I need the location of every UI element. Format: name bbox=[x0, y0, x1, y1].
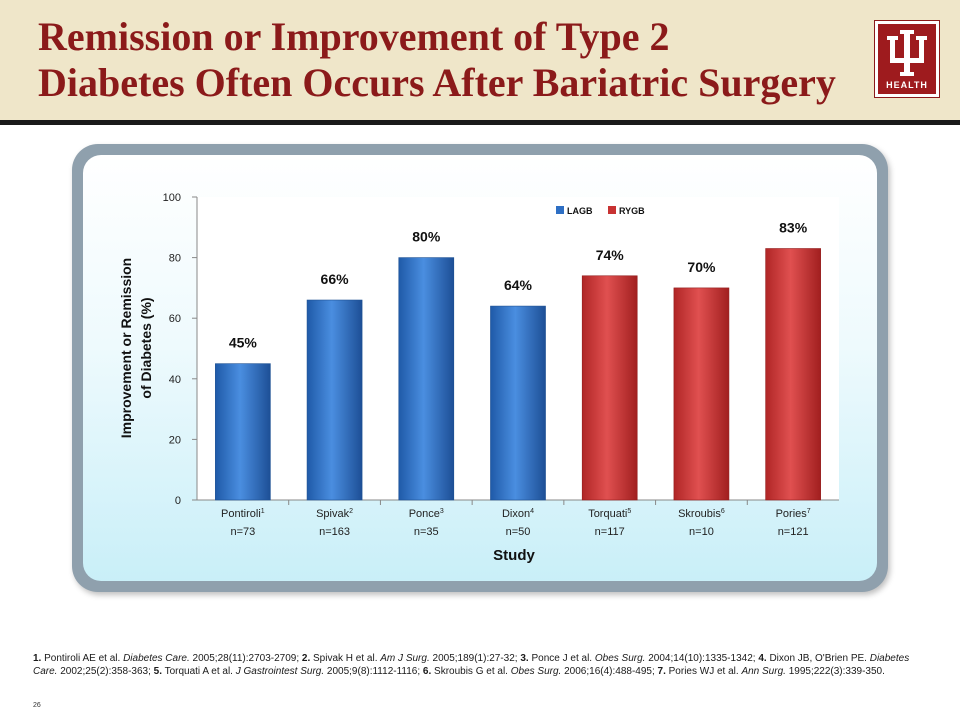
bar-skroubis bbox=[673, 287, 730, 501]
bar-spivak bbox=[306, 299, 363, 501]
reference-citation: 2006;16(4):488-495; bbox=[561, 666, 658, 677]
y-tick-label: 60 bbox=[169, 313, 181, 325]
x-tick-label-ponce: Ponce3 bbox=[409, 508, 444, 520]
reference-number: 5. bbox=[153, 666, 162, 677]
reference-journal: Obes Surg. bbox=[594, 653, 646, 664]
reference-authors: Pories WJ et al. bbox=[665, 666, 742, 677]
legend-label-rygb: RYGB bbox=[619, 206, 645, 216]
reference-number: 1. bbox=[33, 653, 42, 664]
x-tick-sample-size: n=10 bbox=[689, 526, 714, 538]
page-number: 26 bbox=[33, 702, 41, 709]
legend-label-lagb: LAGB bbox=[567, 206, 593, 216]
reference-journal: Diabetes Care. bbox=[123, 653, 190, 664]
bar-dixon bbox=[490, 305, 546, 501]
y-tick-label: 0 bbox=[175, 495, 181, 507]
bar-ponce bbox=[398, 257, 455, 501]
reference-number: 2. bbox=[301, 653, 311, 664]
reference-journal: J Gastrointest Surg. bbox=[235, 666, 325, 677]
reference-superscript: 5 bbox=[627, 508, 631, 515]
reference-superscript: 6 bbox=[721, 508, 725, 515]
x-tick-sample-size: n=73 bbox=[230, 526, 255, 538]
reference-authors: Pontiroli AE et al. bbox=[41, 653, 124, 664]
reference-citation: 2005;28(11):2703-2709; bbox=[189, 653, 302, 664]
slide-title-line-1: Remission or Improvement of Type 2 bbox=[38, 14, 670, 59]
reference-journal: Ann Surg. bbox=[741, 666, 786, 677]
reference-superscript: 3 bbox=[440, 508, 444, 515]
reference-citation: 2005;9(8):1112-1116; bbox=[324, 666, 423, 677]
reference-entry: 2. Spivak H et al. Am J Surg. 2005;189(1… bbox=[302, 653, 520, 664]
slide-title: Remission or Improvement of Type 2 Diabe… bbox=[38, 14, 858, 106]
reference-entry: 6. Skroubis G et al. Obes Surg. 2006;16(… bbox=[423, 666, 658, 677]
reference-citation: 2005;189(1):27-32; bbox=[429, 653, 521, 664]
x-tick-sample-size: n=117 bbox=[595, 526, 625, 538]
reference-citation: 2004;14(10):1335-1342; bbox=[645, 653, 759, 664]
data-label-dixon: 64% bbox=[504, 277, 533, 293]
legend-swatch-lagb bbox=[556, 206, 564, 214]
x-tick-label-pories: Pories7 bbox=[776, 508, 811, 520]
data-label-ponce: 80% bbox=[412, 229, 441, 245]
x-tick-label-torquati: Torquati5 bbox=[588, 508, 631, 520]
reference-entry: 4. Dixon JB, O'Brien PE. Diabetes Care. … bbox=[33, 653, 909, 677]
data-label-pories: 83% bbox=[779, 220, 808, 236]
reference-entry: 7. Pories WJ et al. Ann Surg. 1995;222(3… bbox=[658, 666, 885, 677]
y-tick-label: 40 bbox=[169, 374, 181, 386]
bar-pories bbox=[765, 248, 821, 501]
reference-superscript: 4 bbox=[530, 508, 534, 515]
trident-icon bbox=[887, 30, 927, 76]
y-tick-label: 20 bbox=[169, 434, 181, 446]
reference-authors: Dixon JB, O'Brien PE. bbox=[766, 653, 870, 664]
y-tick-label: 80 bbox=[169, 253, 181, 265]
reference-number: 4. bbox=[758, 653, 767, 664]
reference-authors: Ponce J et al. bbox=[528, 653, 595, 664]
x-tick-sample-size: n=163 bbox=[319, 526, 350, 538]
x-tick-sample-size: n=50 bbox=[506, 526, 531, 538]
bar-torquati bbox=[581, 275, 638, 501]
y-tick-label: 100 bbox=[163, 192, 181, 204]
x-tick-label-pontiroli: Pontiroli1 bbox=[221, 508, 265, 520]
references-footnote: 1. Pontiroli AE et al. Diabetes Care. 20… bbox=[33, 652, 913, 678]
data-label-torquati: 74% bbox=[596, 247, 625, 263]
x-tick-sample-size: n=121 bbox=[778, 526, 809, 538]
y-axis-label-line-1: Improvement or Remission bbox=[118, 258, 134, 439]
reference-journal: Am J Surg. bbox=[380, 653, 430, 664]
slide-title-line-2: Diabetes Often Occurs After Bariatric Su… bbox=[38, 60, 836, 105]
reference-entry: 5. Torquati A et al. J Gastrointest Surg… bbox=[154, 666, 423, 677]
reference-journal: Obes Surg. bbox=[510, 666, 562, 677]
reference-number: 7. bbox=[657, 666, 666, 677]
reference-entry: 3. Ponce J et al. Obes Surg. 2004;14(10)… bbox=[520, 653, 758, 664]
iu-health-logo: HEALTH bbox=[874, 20, 940, 98]
reference-superscript: 1 bbox=[261, 508, 265, 515]
logo-text: HEALTH bbox=[886, 80, 928, 90]
reference-number: 3. bbox=[520, 653, 529, 664]
logo-background: HEALTH bbox=[878, 24, 936, 94]
reference-authors: Spivak H et al. bbox=[310, 653, 381, 664]
y-axis-label-line-2: of Diabetes (%) bbox=[138, 297, 154, 398]
x-tick-label-spivak: Spivak2 bbox=[316, 508, 353, 520]
data-label-spivak: 66% bbox=[321, 271, 350, 287]
bar-pontiroli bbox=[215, 363, 271, 501]
legend-swatch-rygb bbox=[608, 206, 616, 214]
reference-authors: Skroubis G et al. bbox=[431, 666, 511, 677]
reference-authors: Torquati A et al. bbox=[161, 666, 236, 677]
x-tick-sample-size: n=35 bbox=[414, 526, 439, 538]
reference-citation: 2002;25(2):358-363; bbox=[57, 666, 154, 677]
reference-number: 6. bbox=[422, 666, 432, 677]
reference-entry: 1. Pontiroli AE et al. Diabetes Care. 20… bbox=[33, 653, 302, 664]
x-axis-label: Study bbox=[493, 547, 535, 564]
reference-citation: 1995;222(3):339-350. bbox=[785, 666, 885, 677]
data-label-pontiroli: 45% bbox=[229, 335, 258, 351]
reference-superscript: 7 bbox=[807, 508, 811, 515]
reference-superscript: 2 bbox=[349, 508, 353, 515]
slide-header bbox=[0, 0, 960, 120]
header-divider bbox=[0, 120, 960, 125]
data-label-skroubis: 70% bbox=[687, 259, 716, 275]
reference-journal: Diabetes Care. bbox=[33, 653, 910, 677]
x-tick-label-dixon: Dixon4 bbox=[502, 508, 534, 520]
x-tick-label-skroubis: Skroubis6 bbox=[678, 508, 725, 520]
